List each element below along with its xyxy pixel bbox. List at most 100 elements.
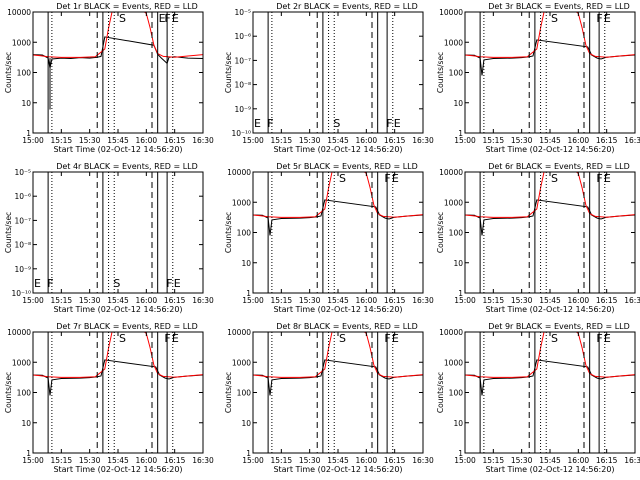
lld-series-line — [465, 12, 635, 58]
y-tick-label: 1 — [26, 449, 31, 458]
plot-frame — [252, 11, 424, 134]
y-axis-label: Counts/sec — [436, 212, 445, 253]
event-marker-label: E — [392, 332, 399, 345]
events-series-line — [33, 36, 203, 69]
x-tick-label: 16:15 — [596, 296, 618, 305]
plot-frame — [252, 171, 424, 294]
panel-title: Det 5r BLACK = Events, RED = LLD — [276, 162, 418, 171]
panel-title: Det 4r BLACK = Events, RED = LLD — [56, 162, 198, 171]
plot-area — [33, 12, 203, 110]
event-marker-label: S — [339, 172, 346, 185]
event-marker-label: E — [174, 277, 181, 290]
x-tick-label: 15:30 — [299, 136, 321, 145]
event-marker-label: F — [384, 332, 390, 345]
x-tick-label: 15:15 — [483, 136, 505, 145]
y-axis-label: Counts/sec — [4, 52, 13, 93]
plot-area — [465, 332, 635, 396]
y-axis-label: Counts/sec — [436, 372, 445, 413]
plot-frame — [464, 11, 636, 134]
x-tick-label: 15:45 — [107, 136, 129, 145]
y-tick-label: 100 — [237, 229, 252, 238]
y-tick-label: 10⁻¹⁰ — [231, 129, 251, 138]
x-tick-label: 16:30 — [624, 296, 640, 305]
x-tick-label: 15:30 — [79, 296, 101, 305]
event-marker-label: F — [164, 332, 170, 345]
x-tick-label: 15:00 — [242, 456, 264, 465]
x-tick-label: 15:00 — [22, 456, 44, 465]
x-tick-label: 15:15 — [483, 296, 505, 305]
y-tick-label: 1000 — [444, 198, 463, 207]
events-series-line — [465, 39, 635, 76]
x-tick-label: 16:00 — [356, 296, 378, 305]
lld-series-line — [33, 12, 203, 58]
y-tick-label: 1000 — [232, 198, 251, 207]
panel-title: Det 7r BLACK = Events, RED = LLD — [56, 322, 198, 331]
y-tick-label: 10000 — [7, 8, 31, 17]
lld-series-line — [465, 332, 635, 378]
x-axis-label: Start Time (02-Oct-12 14:56:20) — [485, 305, 614, 314]
x-axis-label: Start Time (02-Oct-12 14:56:20) — [273, 145, 402, 154]
plot-area — [465, 172, 635, 236]
y-tick-label: 10⁻⁸ — [14, 241, 31, 250]
x-tick-label: 15:30 — [299, 296, 321, 305]
y-tick-label: 100 — [17, 69, 32, 78]
x-tick-label: 15:15 — [51, 136, 73, 145]
x-tick-label: 15:45 — [327, 456, 349, 465]
x-tick-label: 15:00 — [242, 136, 264, 145]
x-tick-label: 16:15 — [384, 296, 406, 305]
plot-area — [253, 172, 423, 236]
y-tick-label: 1 — [26, 129, 31, 138]
x-tick-label: 15:15 — [483, 456, 505, 465]
y-tick-label: 10 — [453, 259, 463, 268]
event-marker-label: E — [604, 332, 611, 345]
event-marker-label: F — [596, 172, 602, 185]
event-marker-label: E — [159, 12, 166, 25]
x-axis-label: Start Time (02-Oct-12 14:56:20) — [53, 145, 182, 154]
x-tick-label: 15:30 — [79, 456, 101, 465]
lld-series-line — [33, 332, 203, 378]
x-tick-label: 16:30 — [624, 136, 640, 145]
x-tick-label: 15:45 — [327, 296, 349, 305]
y-tick-label: 1 — [458, 129, 463, 138]
x-tick-label: 15:15 — [51, 456, 73, 465]
x-tick-label: 15:15 — [51, 296, 73, 305]
x-tick-label: 16:00 — [136, 136, 158, 145]
y-tick-label: 1 — [458, 289, 463, 298]
x-tick-label: 16:30 — [624, 456, 640, 465]
x-tick-label: 15:00 — [22, 296, 44, 305]
event-marker-label: E — [34, 277, 41, 290]
y-tick-label: 10⁻⁷ — [234, 56, 251, 65]
x-tick-label: 15:00 — [242, 296, 264, 305]
event-marker-label: F — [384, 172, 390, 185]
event-marker-label: E — [172, 332, 179, 345]
x-tick-label: 16:30 — [192, 456, 214, 465]
y-tick-label: 10000 — [439, 168, 463, 177]
event-marker-label: E — [392, 172, 399, 185]
y-tick-label: 10000 — [439, 8, 463, 17]
x-tick-label: 16:15 — [164, 296, 186, 305]
y-tick-label: 10 — [21, 419, 31, 428]
y-tick-label: 10⁻⁵ — [234, 8, 251, 17]
event-marker-label: F — [164, 12, 170, 25]
event-marker-label: F — [386, 117, 392, 130]
plot-frame — [32, 171, 204, 294]
y-tick-label: 10000 — [227, 168, 251, 177]
y-tick-label: 10 — [453, 419, 463, 428]
y-tick-label: 100 — [237, 389, 252, 398]
event-marker-label: E — [604, 172, 611, 185]
x-tick-label: 15:00 — [454, 456, 476, 465]
y-tick-label: 1000 — [444, 38, 463, 47]
y-axis-label: Counts/sec — [224, 372, 233, 413]
events-series-line — [33, 359, 203, 396]
x-tick-label: 15:45 — [539, 456, 561, 465]
x-tick-label: 16:15 — [384, 136, 406, 145]
y-tick-label: 100 — [449, 229, 464, 238]
y-tick-label: 10 — [241, 259, 251, 268]
y-tick-label: 100 — [17, 389, 32, 398]
x-tick-label: 15:45 — [539, 296, 561, 305]
x-tick-label: 15:45 — [327, 136, 349, 145]
